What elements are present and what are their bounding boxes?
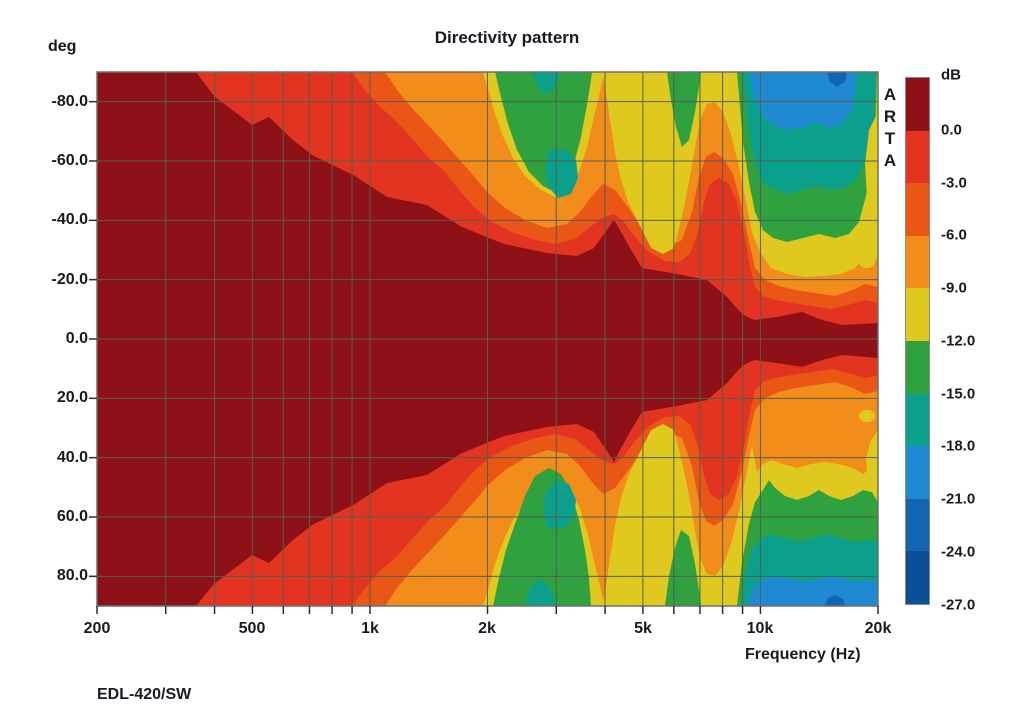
cb-tick--9: -9.0 — [941, 279, 967, 297]
yellow-spot-top — [859, 256, 875, 268]
cb-tick--15: -15.0 — [941, 385, 976, 403]
colorbar-label: dB — [941, 66, 961, 84]
x-tick-5k: 5k — [634, 620, 652, 637]
x-tick-1k: 1k — [361, 620, 379, 637]
arta-watermark-letter-1: A — [883, 85, 897, 104]
colorbar-segment — [906, 235, 929, 289]
yellow-edge-bottom — [866, 430, 878, 502]
colorbar-segment — [906, 288, 929, 341]
y-axis-label: deg — [48, 38, 77, 55]
y-tick-0: 0.0 — [65, 330, 88, 347]
level-teal-top-corner — [533, 72, 560, 94]
level-lightblue-top — [749, 72, 856, 130]
cb-tick--27: -27.0 — [941, 596, 976, 614]
y-tick--80: -80.0 — [51, 93, 88, 110]
cb-tick--21: -21.0 — [941, 490, 976, 508]
x-tick-200: 200 — [83, 620, 111, 637]
colorbar-segment — [906, 183, 929, 236]
arta-watermark-letter-2: R — [883, 107, 897, 126]
yellow-edge-top — [865, 112, 878, 230]
grid-lines — [97, 72, 878, 606]
cb-tick--6: -6.0 — [941, 226, 967, 244]
y-tick--20: -20.0 — [51, 271, 88, 288]
x-tick-500: 500 — [238, 620, 266, 637]
level-blue-bottom-spot — [825, 595, 845, 606]
colorbar-segment — [906, 498, 929, 552]
level-blue-top-spot — [827, 72, 847, 87]
arta-watermark-letter-4: A — [883, 151, 897, 170]
cb-tick--12: -12.0 — [941, 332, 976, 350]
yellow-spot-bottom — [859, 410, 875, 422]
y-tick-80: 80.0 — [56, 567, 88, 584]
y-tick-20: 20.0 — [56, 389, 88, 406]
y-tick--40: -40.0 — [51, 211, 88, 228]
y-tick--60: -60.0 — [51, 152, 88, 169]
arta-watermark-letter-3: T — [884, 129, 896, 148]
x-axis-label: Frequency (Hz) — [745, 646, 861, 663]
colorbar-segment — [906, 446, 929, 499]
axis-tick-marks — [89, 100, 879, 614]
x-tick-20k: 20k — [864, 620, 892, 637]
x-tick-10k: 10k — [746, 620, 774, 637]
level-teal-bottom-edge — [525, 580, 556, 606]
y-tick-60: 60.0 — [56, 508, 88, 525]
cb-tick-0: 0.0 — [941, 121, 962, 139]
colorbar-segment — [906, 340, 929, 394]
cb-tick--24: -24.0 — [941, 543, 976, 561]
level-green-top-stripe — [667, 72, 701, 147]
level-lightblue-bottom — [747, 576, 878, 606]
colorbar — [905, 77, 930, 605]
y-tick-40: 40.0 — [56, 449, 88, 466]
colorbar-segment — [906, 78, 929, 131]
colorbar-segment — [906, 393, 929, 447]
colorbar-segment — [906, 551, 929, 604]
chart-title: Directivity pattern — [434, 28, 580, 47]
x-tick-2k: 2k — [478, 620, 496, 637]
cb-tick--18: -18.0 — [941, 437, 976, 455]
device-annotation: EDL-420/SW — [97, 686, 192, 703]
colorbar-segment — [906, 130, 929, 184]
cb-tick--3: -3.0 — [941, 174, 967, 192]
